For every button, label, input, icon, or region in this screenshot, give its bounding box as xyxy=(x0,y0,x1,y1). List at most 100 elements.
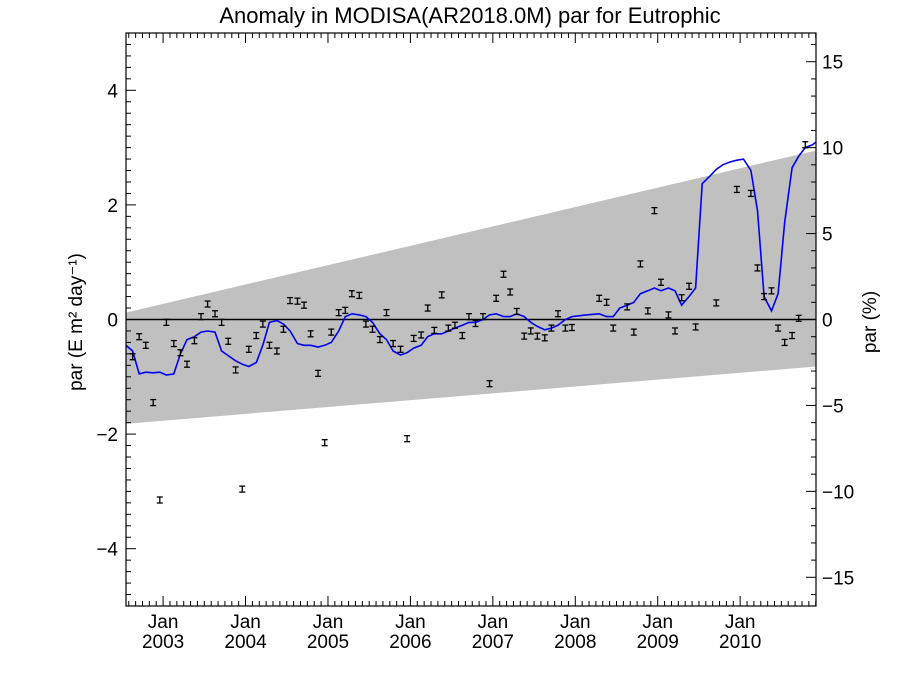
data-point xyxy=(678,294,685,302)
data-point xyxy=(479,312,486,321)
data-point xyxy=(534,332,541,340)
data-point xyxy=(651,206,658,215)
trend-band xyxy=(126,150,816,424)
data-point xyxy=(348,290,355,298)
y-axis-label-right: par (%) xyxy=(860,291,881,353)
data-point xyxy=(177,349,184,357)
x-tick-label-month: Jan xyxy=(642,612,673,633)
data-point xyxy=(672,327,679,335)
data-point xyxy=(253,331,260,340)
data-point xyxy=(239,485,246,493)
axes: Jan2003Jan2004Jan2005Jan2006Jan2007Jan20… xyxy=(96,32,854,653)
y-right-tick-label: 0 xyxy=(822,311,833,332)
data-point xyxy=(610,324,617,332)
data-point xyxy=(472,319,479,328)
x-tick-label-month: Jan xyxy=(230,612,261,633)
x-tick-label-month: Jan xyxy=(395,612,426,633)
data-point xyxy=(465,312,472,321)
data-point xyxy=(218,318,225,327)
data-point xyxy=(513,307,520,316)
x-tick-label-month: Jan xyxy=(725,612,756,633)
data-point xyxy=(665,311,672,319)
data-point xyxy=(232,366,239,374)
y-left-tick-label: 4 xyxy=(107,81,118,102)
x-tick-label-year: 2003 xyxy=(142,632,184,653)
x-tick-label-year: 2007 xyxy=(472,632,514,653)
y-right-tick-label: −10 xyxy=(822,482,854,503)
data-point xyxy=(356,291,363,300)
data-point xyxy=(507,288,514,296)
data-point xyxy=(658,278,665,286)
data-point xyxy=(781,338,788,347)
data-point xyxy=(335,308,342,317)
data-point xyxy=(328,328,335,336)
data-point xyxy=(404,435,411,443)
data-point xyxy=(424,304,431,312)
data-point xyxy=(273,347,280,355)
y-right-tick-label: 5 xyxy=(822,225,833,246)
data-point xyxy=(383,308,390,317)
data-point xyxy=(184,360,191,368)
x-tick-label-year: 2006 xyxy=(389,632,431,653)
data-point xyxy=(692,323,699,331)
data-point xyxy=(548,324,555,332)
data-point xyxy=(521,332,528,340)
data-point xyxy=(596,294,603,302)
data-point xyxy=(789,331,796,340)
data-point xyxy=(266,341,273,349)
data-point xyxy=(562,324,569,332)
data-point xyxy=(280,325,287,333)
data-point xyxy=(369,325,376,333)
x-tick-label-month: Jan xyxy=(313,612,344,633)
data-point xyxy=(321,439,328,447)
data-point xyxy=(459,331,466,340)
x-tick-label-month: Jan xyxy=(148,612,179,633)
data-point xyxy=(445,324,452,332)
data-point xyxy=(259,320,266,328)
plot-content xyxy=(126,141,816,504)
data-point xyxy=(212,310,219,318)
y-right-tick-label: 15 xyxy=(822,53,843,74)
data-point xyxy=(163,318,170,327)
data-point xyxy=(554,310,561,318)
chart-title: Anomaly in MODISA(AR2018.0M) par for Eut… xyxy=(219,3,720,28)
data-point xyxy=(170,339,177,348)
data-point xyxy=(410,334,417,343)
data-point xyxy=(245,345,252,353)
y-left-tick-label: 2 xyxy=(107,196,118,217)
data-point xyxy=(541,334,548,342)
data-point xyxy=(191,337,198,345)
data-point xyxy=(287,296,294,305)
data-point xyxy=(603,298,610,306)
data-point xyxy=(376,335,383,344)
data-point xyxy=(713,299,720,307)
x-tick-label-year: 2005 xyxy=(307,632,349,653)
data-point xyxy=(390,339,397,348)
data-point xyxy=(362,320,369,328)
data-point xyxy=(315,369,322,378)
data-point xyxy=(527,327,534,335)
data-point xyxy=(493,294,500,302)
data-point xyxy=(342,306,349,314)
data-point xyxy=(624,303,631,311)
data-point xyxy=(150,398,157,407)
data-point xyxy=(568,323,575,332)
y-right-tick-label: −15 xyxy=(822,568,854,589)
data-point xyxy=(301,301,308,309)
plot-area xyxy=(126,141,816,504)
data-point xyxy=(747,189,754,198)
y-left-tick-label: 0 xyxy=(107,311,118,332)
data-point xyxy=(431,326,438,335)
data-point xyxy=(136,333,143,341)
data-point xyxy=(156,496,163,504)
data-point xyxy=(500,270,507,278)
data-point xyxy=(761,292,768,301)
data-point xyxy=(637,260,644,268)
x-tick-label-month: Jan xyxy=(478,612,509,633)
smoothed-line xyxy=(126,141,816,376)
data-point xyxy=(397,345,404,353)
data-point xyxy=(294,297,301,305)
data-point xyxy=(142,341,149,349)
data-point xyxy=(198,312,205,321)
data-point xyxy=(307,330,314,338)
